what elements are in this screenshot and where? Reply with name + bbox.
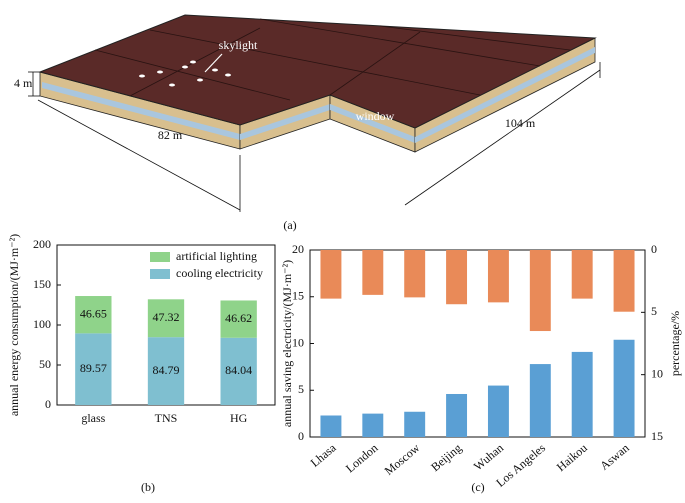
bar	[571, 250, 593, 299]
x-tick-label: TNS	[155, 411, 178, 425]
bar	[362, 413, 384, 437]
x-tick-label: Haikou	[554, 441, 590, 474]
bar	[613, 339, 635, 437]
dimension-lines	[28, 62, 601, 212]
bar	[446, 250, 468, 305]
bar	[487, 385, 509, 437]
y2-tick-label: 15	[651, 429, 663, 443]
x-tick-label: London	[343, 441, 381, 476]
glazing-band	[42, 82, 240, 140]
plot-frame	[309, 249, 646, 438]
bar-segment	[220, 337, 257, 405]
y-tick-label: 200	[33, 237, 51, 251]
y-tick-label: 150	[33, 277, 51, 291]
y-tick-label: 0	[45, 397, 51, 411]
glazing-band	[330, 104, 415, 143]
bar	[529, 250, 551, 332]
data-label: 84.79	[153, 363, 180, 377]
bar	[529, 364, 551, 437]
bar-segment	[220, 300, 257, 338]
legend-label: artificial lighting	[176, 249, 257, 263]
width-label: 82 m	[158, 128, 183, 142]
skylights	[139, 60, 231, 87]
data-label: 89.57	[80, 361, 107, 375]
y2-tick-label: 5	[651, 304, 657, 318]
y-axis-label: annual saving electricity/(MJ·m⁻²)	[280, 260, 294, 427]
bar-segment	[75, 333, 112, 405]
data-label: 84.04	[225, 363, 252, 377]
y-tick-label: 10	[292, 335, 304, 349]
x-tick-label: Aswan	[597, 441, 632, 473]
x-tick-label: glass	[81, 411, 105, 425]
caption: (a)	[283, 218, 296, 232]
y-axis-label: annual energy consumption/(MJ·m⁻²)	[7, 234, 21, 416]
bar	[404, 411, 426, 437]
window-label: window	[356, 109, 395, 123]
glazing-band	[240, 104, 330, 140]
data-label: 47.32	[153, 310, 180, 324]
x-tick-label: Moscow	[382, 440, 423, 478]
legend-swatch	[150, 252, 170, 262]
roof-joints	[94, 18, 571, 101]
bar-segment	[75, 296, 112, 334]
length-label: 104 m	[505, 116, 536, 130]
bar	[404, 250, 426, 298]
y-tick-label: 0	[298, 429, 304, 443]
glazing-band	[415, 47, 595, 143]
y2-tick-label: 10	[651, 366, 663, 380]
y-tick-label: 100	[33, 317, 51, 331]
bar	[487, 250, 509, 303]
y-tick-label: 5	[298, 382, 304, 396]
bar	[320, 415, 342, 437]
x-tick-label: Lhasa	[308, 440, 339, 470]
x-tick-label: Beijing	[428, 441, 464, 474]
bar	[571, 351, 593, 437]
caption: (b)	[141, 480, 155, 494]
y-tick-label: 20	[292, 242, 304, 256]
roof	[38, 14, 597, 129]
x-tick-label: HG	[230, 411, 248, 425]
bar-segment	[147, 299, 185, 338]
skylight-label: skylight	[219, 38, 258, 52]
bar	[446, 393, 468, 437]
caption: (c)	[471, 480, 484, 494]
bar	[613, 250, 635, 312]
y-tick-label: 15	[292, 289, 304, 303]
skylight-arrow	[204, 53, 223, 73]
legend-label: cooling electricity	[176, 266, 263, 280]
data-label: 46.65	[80, 306, 107, 320]
legend-swatch	[150, 269, 170, 279]
bar-segment	[147, 337, 185, 405]
x-tick-label: Wuhan	[471, 441, 506, 474]
height-label: 4 m	[14, 76, 33, 90]
y2-axis-label: percentage/%	[668, 311, 682, 376]
y2-tick-label: 0	[651, 242, 657, 256]
data-label: 46.62	[225, 311, 252, 325]
bar	[320, 250, 342, 299]
bar	[362, 250, 384, 295]
building-diagram: skylight window 4 m 82 m 104 m (a)	[14, 14, 601, 232]
y-tick-label: 50	[39, 357, 51, 371]
